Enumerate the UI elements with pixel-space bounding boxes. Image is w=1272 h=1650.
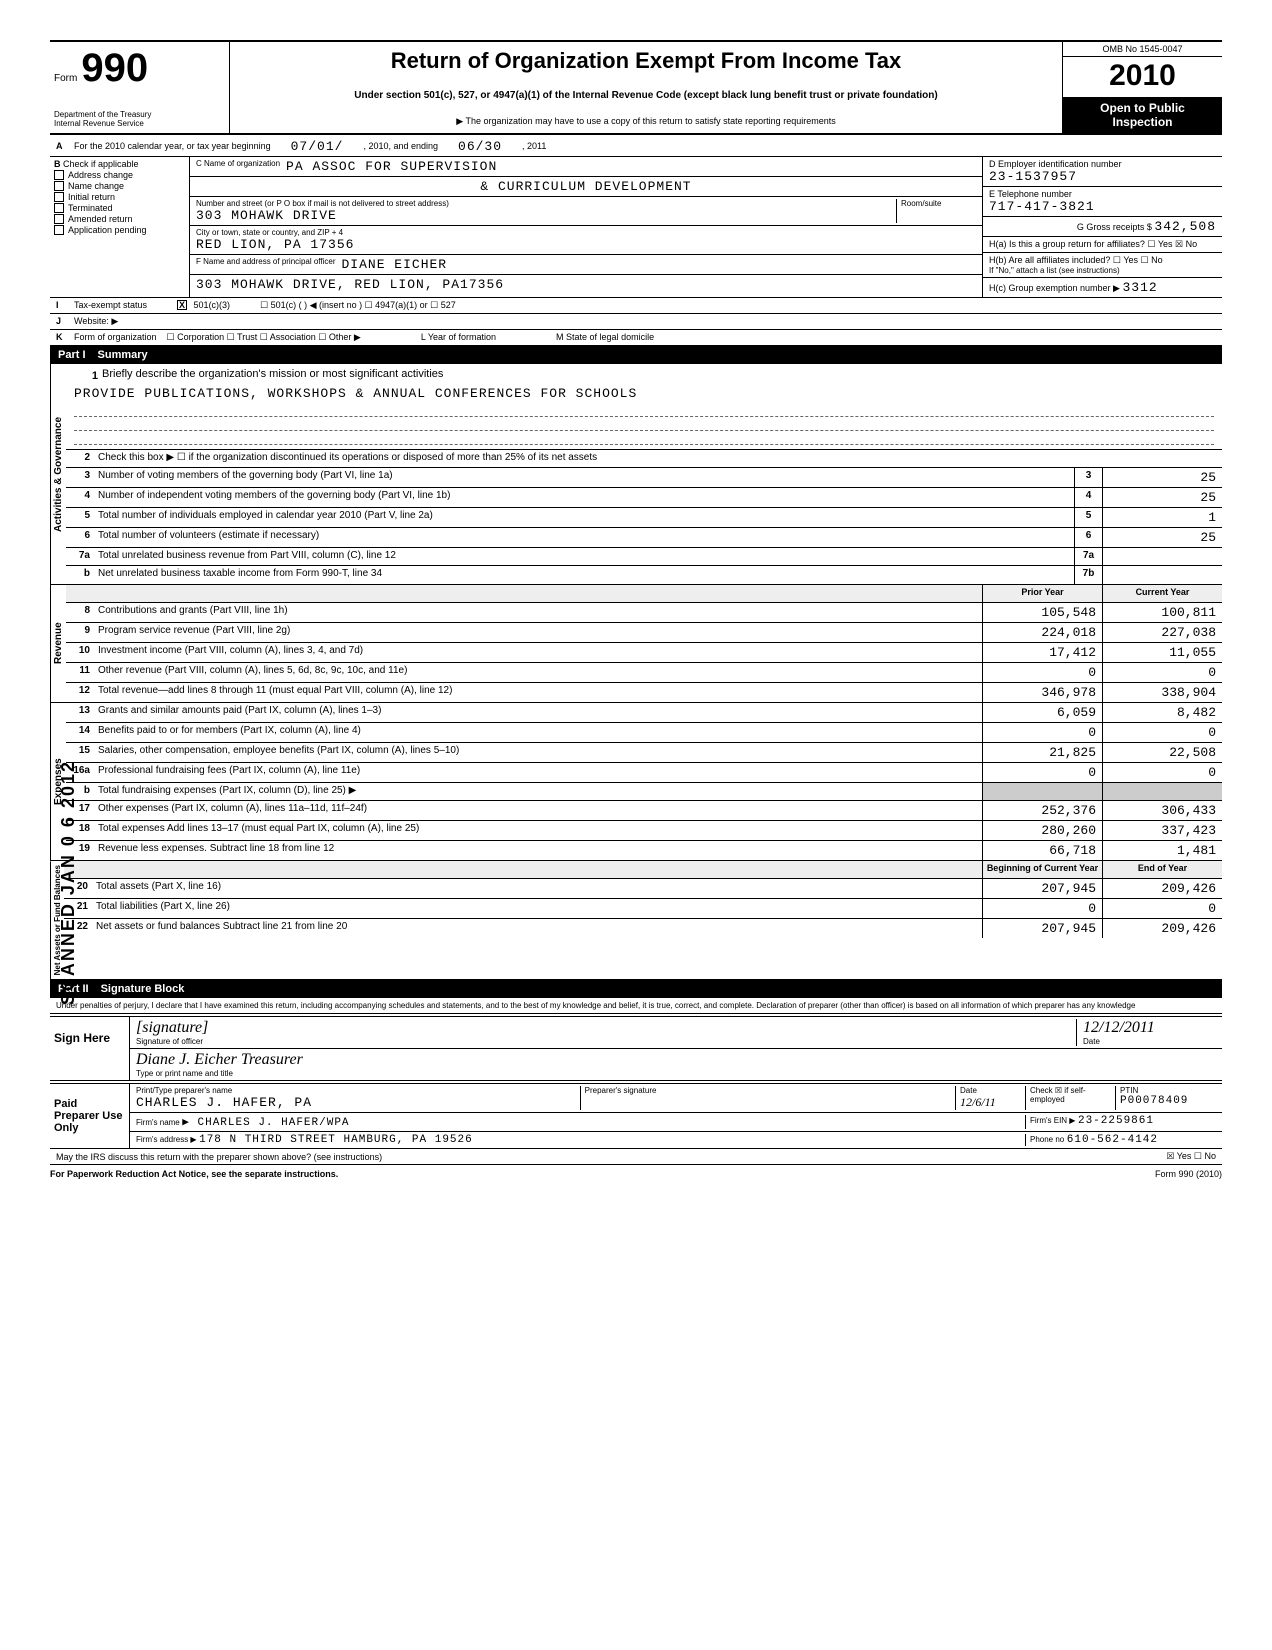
tax-year: 2010 bbox=[1063, 57, 1222, 97]
scanned-stamp: SCANNED JAN 0 6 2012 bbox=[58, 760, 79, 1005]
officer-printed-name: Diane J. Eicher Treasurer bbox=[136, 1051, 303, 1069]
data-line: 8Contributions and grants (Part VIII, li… bbox=[66, 603, 1222, 623]
mission-text: PROVIDE PUBLICATIONS, WORKSHOPS & ANNUAL… bbox=[74, 384, 1214, 403]
org-address: 303 MOHAWK DRIVE bbox=[196, 208, 896, 223]
gov-line: bNet unrelated business taxable income f… bbox=[66, 566, 1222, 584]
data-line: 13Grants and similar amounts paid (Part … bbox=[66, 703, 1222, 723]
data-line: 10Investment income (Part VIII, column (… bbox=[66, 643, 1222, 663]
dept-irs: Internal Revenue Service bbox=[54, 120, 225, 129]
org-info: C Name of organization PA ASSOC FOR SUPE… bbox=[190, 157, 982, 297]
checkbox-terminated[interactable] bbox=[54, 203, 64, 213]
omb-number: OMB No 1545-0047 bbox=[1063, 42, 1222, 57]
form-number: 990 bbox=[81, 46, 148, 91]
data-line: 15Salaries, other compensation, employee… bbox=[66, 743, 1222, 763]
preparer-name: CHARLES J. HAFER, PA bbox=[136, 1095, 576, 1110]
perjury-statement: Under penalties of perjury, I declare th… bbox=[50, 998, 1222, 1014]
open-public-1: Open to Public bbox=[1067, 101, 1218, 115]
main-title: Return of Organization Exempt From Incom… bbox=[240, 48, 1052, 74]
checkbox-pending[interactable] bbox=[54, 225, 64, 235]
begin-date: 07/01/ bbox=[291, 139, 344, 154]
governance-section: Activities & Governance 1Briefly describ… bbox=[50, 364, 1222, 585]
info-block: B Check if applicable Address change Nam… bbox=[50, 157, 1222, 298]
sign-here-label: Sign Here bbox=[50, 1017, 130, 1080]
part-2-header: Part II Signature Block bbox=[50, 980, 1222, 998]
preparer-section: Paid Preparer Use Only Print/Type prepar… bbox=[50, 1083, 1222, 1149]
firm-address: 178 N THIRD STREET HAMBURG, PA 19526 bbox=[199, 1134, 473, 1146]
org-name-2: & CURRICULUM DEVELOPMENT bbox=[480, 179, 691, 194]
data-line: 11Other revenue (Part VIII, column (A), … bbox=[66, 663, 1222, 683]
firm-ein: 23-2259861 bbox=[1078, 1115, 1154, 1127]
line-k: K Form of organization ☐ Corporation ☐ T… bbox=[50, 330, 1222, 346]
gov-line: 5Total number of individuals employed in… bbox=[66, 508, 1222, 528]
form-header: Form 990 Department of the Treasury Inte… bbox=[50, 40, 1222, 135]
checkbox-initial-return[interactable] bbox=[54, 192, 64, 202]
line-j: J Website: ▶ bbox=[50, 314, 1222, 330]
gov-line: 4Number of independent voting members of… bbox=[66, 488, 1222, 508]
part-1-header: Part I Summary bbox=[50, 346, 1222, 364]
org-city: RED LION, PA 17356 bbox=[196, 237, 354, 252]
end-month: 06/30 bbox=[458, 139, 502, 154]
gov-line: 7aTotal unrelated business revenue from … bbox=[66, 548, 1222, 566]
form-label: Form bbox=[54, 73, 77, 84]
firm-name: ▶ CHARLES J. HAFER/WPA bbox=[182, 1117, 349, 1129]
data-line: 17Other expenses (Part IX, column (A), l… bbox=[66, 801, 1222, 821]
ein: 23-1537957 bbox=[989, 169, 1216, 184]
line-a: A For the 2010 calendar year, or tax yea… bbox=[50, 137, 1222, 157]
preparer-label: Paid Preparer Use Only bbox=[50, 1084, 130, 1148]
data-line: 12Total revenue—add lines 8 through 11 (… bbox=[66, 683, 1222, 702]
data-line: 16aProfessional fundraising fees (Part I… bbox=[66, 763, 1222, 783]
checkbox-column: B Check if applicable Address change Nam… bbox=[50, 157, 190, 297]
data-line: bTotal fundraising expenses (Part IX, co… bbox=[66, 783, 1222, 801]
open-public-2: Inspection bbox=[1067, 115, 1218, 129]
expenses-section: Expenses 13Grants and similar amounts pa… bbox=[50, 703, 1222, 861]
discuss-line: May the IRS discuss this return with the… bbox=[50, 1149, 1222, 1165]
checkbox-501c3[interactable] bbox=[177, 300, 187, 310]
gov-line: 6Total number of volunteers (estimate if… bbox=[66, 528, 1222, 548]
governance-label: Activities & Governance bbox=[50, 364, 66, 584]
data-line: 22Net assets or fund balances Subtract l… bbox=[64, 919, 1222, 938]
right-block: D Employer identification number 23-1537… bbox=[982, 157, 1222, 297]
data-line: 14Benefits paid to or for members (Part … bbox=[66, 723, 1222, 743]
revenue-label: Revenue bbox=[50, 585, 66, 702]
header-center: Return of Organization Exempt From Incom… bbox=[230, 42, 1062, 133]
phone: 717-417-3821 bbox=[989, 199, 1216, 214]
data-line: 18Total expenses Add lines 13–17 (must e… bbox=[66, 821, 1222, 841]
sign-section: Sign Here [signature] Signature of offic… bbox=[50, 1016, 1222, 1081]
gov-line: 3Number of voting members of the governi… bbox=[66, 468, 1222, 488]
revenue-section: Revenue Prior Year Current Year 8Contrib… bbox=[50, 585, 1222, 703]
netassets-section: Net Assets or Fund Balances Beginning of… bbox=[50, 861, 1222, 980]
group-exemption: 3312 bbox=[1123, 280, 1158, 295]
data-line: 19Revenue less expenses. Subtract line 1… bbox=[66, 841, 1222, 860]
gov-line: 2Check this box ▶ ☐ if the organization … bbox=[66, 450, 1222, 468]
checkbox-name-change[interactable] bbox=[54, 181, 64, 191]
ptin: P00078409 bbox=[1120, 1095, 1212, 1107]
data-line: 20Total assets (Part X, line 16)207,9452… bbox=[64, 879, 1222, 899]
sign-date: 12/12/2011 bbox=[1083, 1019, 1216, 1037]
officer-address: 303 MOHAWK DRIVE, RED LION, PA17356 bbox=[196, 277, 504, 292]
preparer-date: 12/6/11 bbox=[960, 1095, 1021, 1110]
data-line: 21Total liabilities (Part X, line 26)00 bbox=[64, 899, 1222, 919]
header-right: OMB No 1545-0047 2010 Open to Public Ins… bbox=[1062, 42, 1222, 133]
org-name: PA ASSOC FOR SUPERVISION bbox=[286, 159, 497, 174]
checkbox-amended[interactable] bbox=[54, 214, 64, 224]
gross-receipts: 342,508 bbox=[1154, 219, 1216, 234]
line-i: I Tax-exempt status 501(c)(3) ☐ 501(c) (… bbox=[50, 298, 1222, 314]
header-left: Form 990 Department of the Treasury Inte… bbox=[50, 42, 230, 133]
officer-name: DIANE EICHER bbox=[341, 257, 447, 272]
notice: ▶ The organization may have to use a cop… bbox=[240, 116, 1052, 127]
data-line: 9Program service revenue (Part VIII, lin… bbox=[66, 623, 1222, 643]
subtitle: Under section 501(c), 527, or 4947(a)(1)… bbox=[240, 90, 1052, 101]
firm-phone: 610-562-4142 bbox=[1067, 1134, 1158, 1146]
footer: For Paperwork Reduction Act Notice, see … bbox=[50, 1165, 1222, 1183]
checkbox-address-change[interactable] bbox=[54, 170, 64, 180]
officer-signature: [signature] bbox=[136, 1019, 1076, 1037]
